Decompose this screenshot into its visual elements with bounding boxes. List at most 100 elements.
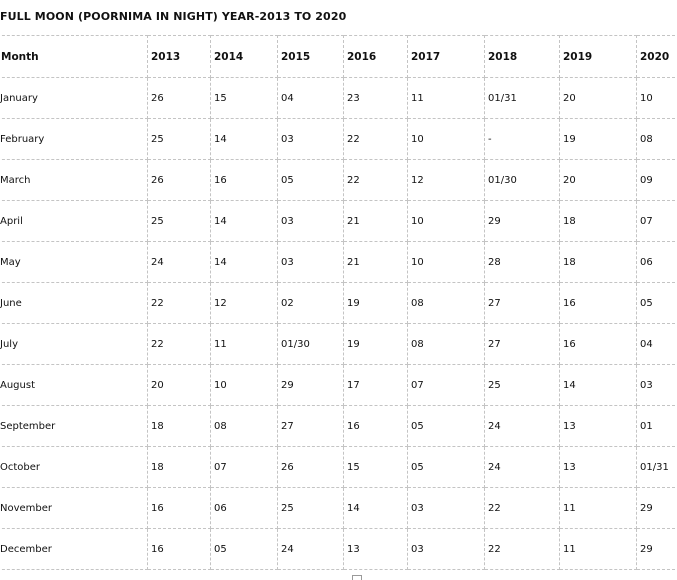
date-cell: 10 (636, 77, 677, 119)
date-cell: 13 (559, 405, 637, 447)
month-cell: December (0, 528, 148, 570)
date-cell: 24 (484, 405, 560, 447)
date-cell: 19 (343, 282, 408, 324)
table-row: June 22 12 02 19 08 27 16 05 (0, 282, 677, 324)
date-cell: 18 (559, 241, 637, 283)
table-row: July 22 11 01/30 19 08 27 16 04 (0, 323, 677, 365)
date-cell: 03 (407, 528, 485, 570)
date-cell: 16 (559, 323, 637, 365)
column-header-2013: 2013 (147, 35, 211, 78)
date-cell: 17 (343, 364, 408, 406)
date-cell: 05 (277, 159, 344, 201)
date-cell: 22 (484, 487, 560, 529)
table-row: September 18 08 27 16 05 24 13 01 (0, 405, 677, 447)
date-cell: 18 (147, 405, 211, 447)
date-cell: 22 (343, 118, 408, 160)
date-cell: 25 (147, 118, 211, 160)
table-row: January 26 15 04 23 11 01/31 20 10 (0, 77, 677, 119)
page-title: FULL MOON (POORNIMA IN NIGHT) YEAR-2013 … (0, 10, 347, 23)
date-cell: 29 (636, 487, 677, 529)
date-cell: 08 (407, 323, 485, 365)
header-row: Month 2013 2014 2015 2016 2017 2018 2019… (0, 35, 677, 78)
month-cell: March (0, 159, 148, 201)
month-cell: May (0, 241, 148, 283)
date-cell: 29 (636, 528, 677, 570)
date-cell: 07 (636, 200, 677, 242)
column-header-2014: 2014 (210, 35, 278, 78)
date-cell: 24 (484, 446, 560, 488)
date-cell: 16 (147, 528, 211, 570)
column-header-2019: 2019 (559, 35, 637, 78)
date-cell: 06 (636, 241, 677, 283)
column-header-2020: 2020 (636, 35, 677, 78)
date-cell: 13 (343, 528, 408, 570)
date-cell: 08 (636, 118, 677, 160)
date-cell: 03 (636, 364, 677, 406)
date-cell: 23 (343, 77, 408, 119)
date-cell: 24 (277, 528, 344, 570)
scroll-handle[interactable] (352, 575, 362, 580)
date-cell: 01/30 (277, 323, 344, 365)
date-cell: 20 (147, 364, 211, 406)
date-cell: 11 (559, 528, 637, 570)
date-cell: 04 (277, 77, 344, 119)
date-cell: 16 (343, 405, 408, 447)
date-cell: 25 (277, 487, 344, 529)
date-cell: 11 (210, 323, 278, 365)
table-row: May 24 14 03 21 10 28 18 06 (0, 241, 677, 283)
date-cell: 05 (636, 282, 677, 324)
date-cell: 01/31 (484, 77, 560, 119)
date-cell: 20 (559, 159, 637, 201)
column-header-2015: 2015 (277, 35, 344, 78)
date-cell: 10 (407, 241, 485, 283)
date-cell: 10 (407, 200, 485, 242)
month-cell: January (0, 77, 148, 119)
date-cell: 05 (407, 405, 485, 447)
date-cell: 14 (210, 241, 278, 283)
date-cell: 22 (147, 282, 211, 324)
month-cell: July (0, 323, 148, 365)
month-cell: August (0, 364, 148, 406)
date-cell: 10 (210, 364, 278, 406)
date-cell: 12 (210, 282, 278, 324)
date-cell: 20 (559, 77, 637, 119)
date-cell: 28 (484, 241, 560, 283)
date-cell: 16 (559, 282, 637, 324)
date-cell: 03 (277, 241, 344, 283)
table-row: October 18 07 26 15 05 24 13 01/31 (0, 446, 677, 488)
date-cell: 16 (147, 487, 211, 529)
date-cell: 11 (407, 77, 485, 119)
date-cell: 14 (559, 364, 637, 406)
month-cell: October (0, 446, 148, 488)
month-cell: April (0, 200, 148, 242)
date-cell: 22 (147, 323, 211, 365)
date-cell: - (484, 118, 560, 160)
date-cell: 27 (277, 405, 344, 447)
date-cell: 01/31 (636, 446, 677, 488)
date-cell: 16 (210, 159, 278, 201)
date-cell: 26 (147, 159, 211, 201)
column-header-2017: 2017 (407, 35, 485, 78)
month-cell: February (0, 118, 148, 160)
date-cell: 26 (147, 77, 211, 119)
date-cell: 27 (484, 323, 560, 365)
date-cell: 14 (210, 118, 278, 160)
column-header-month: Month (0, 35, 148, 78)
table-row: April 25 14 03 21 10 29 18 07 (0, 200, 677, 242)
date-cell: 22 (343, 159, 408, 201)
date-cell: 09 (636, 159, 677, 201)
date-cell: 14 (343, 487, 408, 529)
date-cell: 22 (484, 528, 560, 570)
date-cell: 11 (559, 487, 637, 529)
date-cell: 05 (407, 446, 485, 488)
column-header-2016: 2016 (343, 35, 408, 78)
date-cell: 25 (484, 364, 560, 406)
date-cell: 13 (559, 446, 637, 488)
date-cell: 12 (407, 159, 485, 201)
date-cell: 08 (407, 282, 485, 324)
date-cell: 03 (277, 200, 344, 242)
date-cell: 19 (559, 118, 637, 160)
date-cell: 01 (636, 405, 677, 447)
date-cell: 24 (147, 241, 211, 283)
date-cell: 27 (484, 282, 560, 324)
